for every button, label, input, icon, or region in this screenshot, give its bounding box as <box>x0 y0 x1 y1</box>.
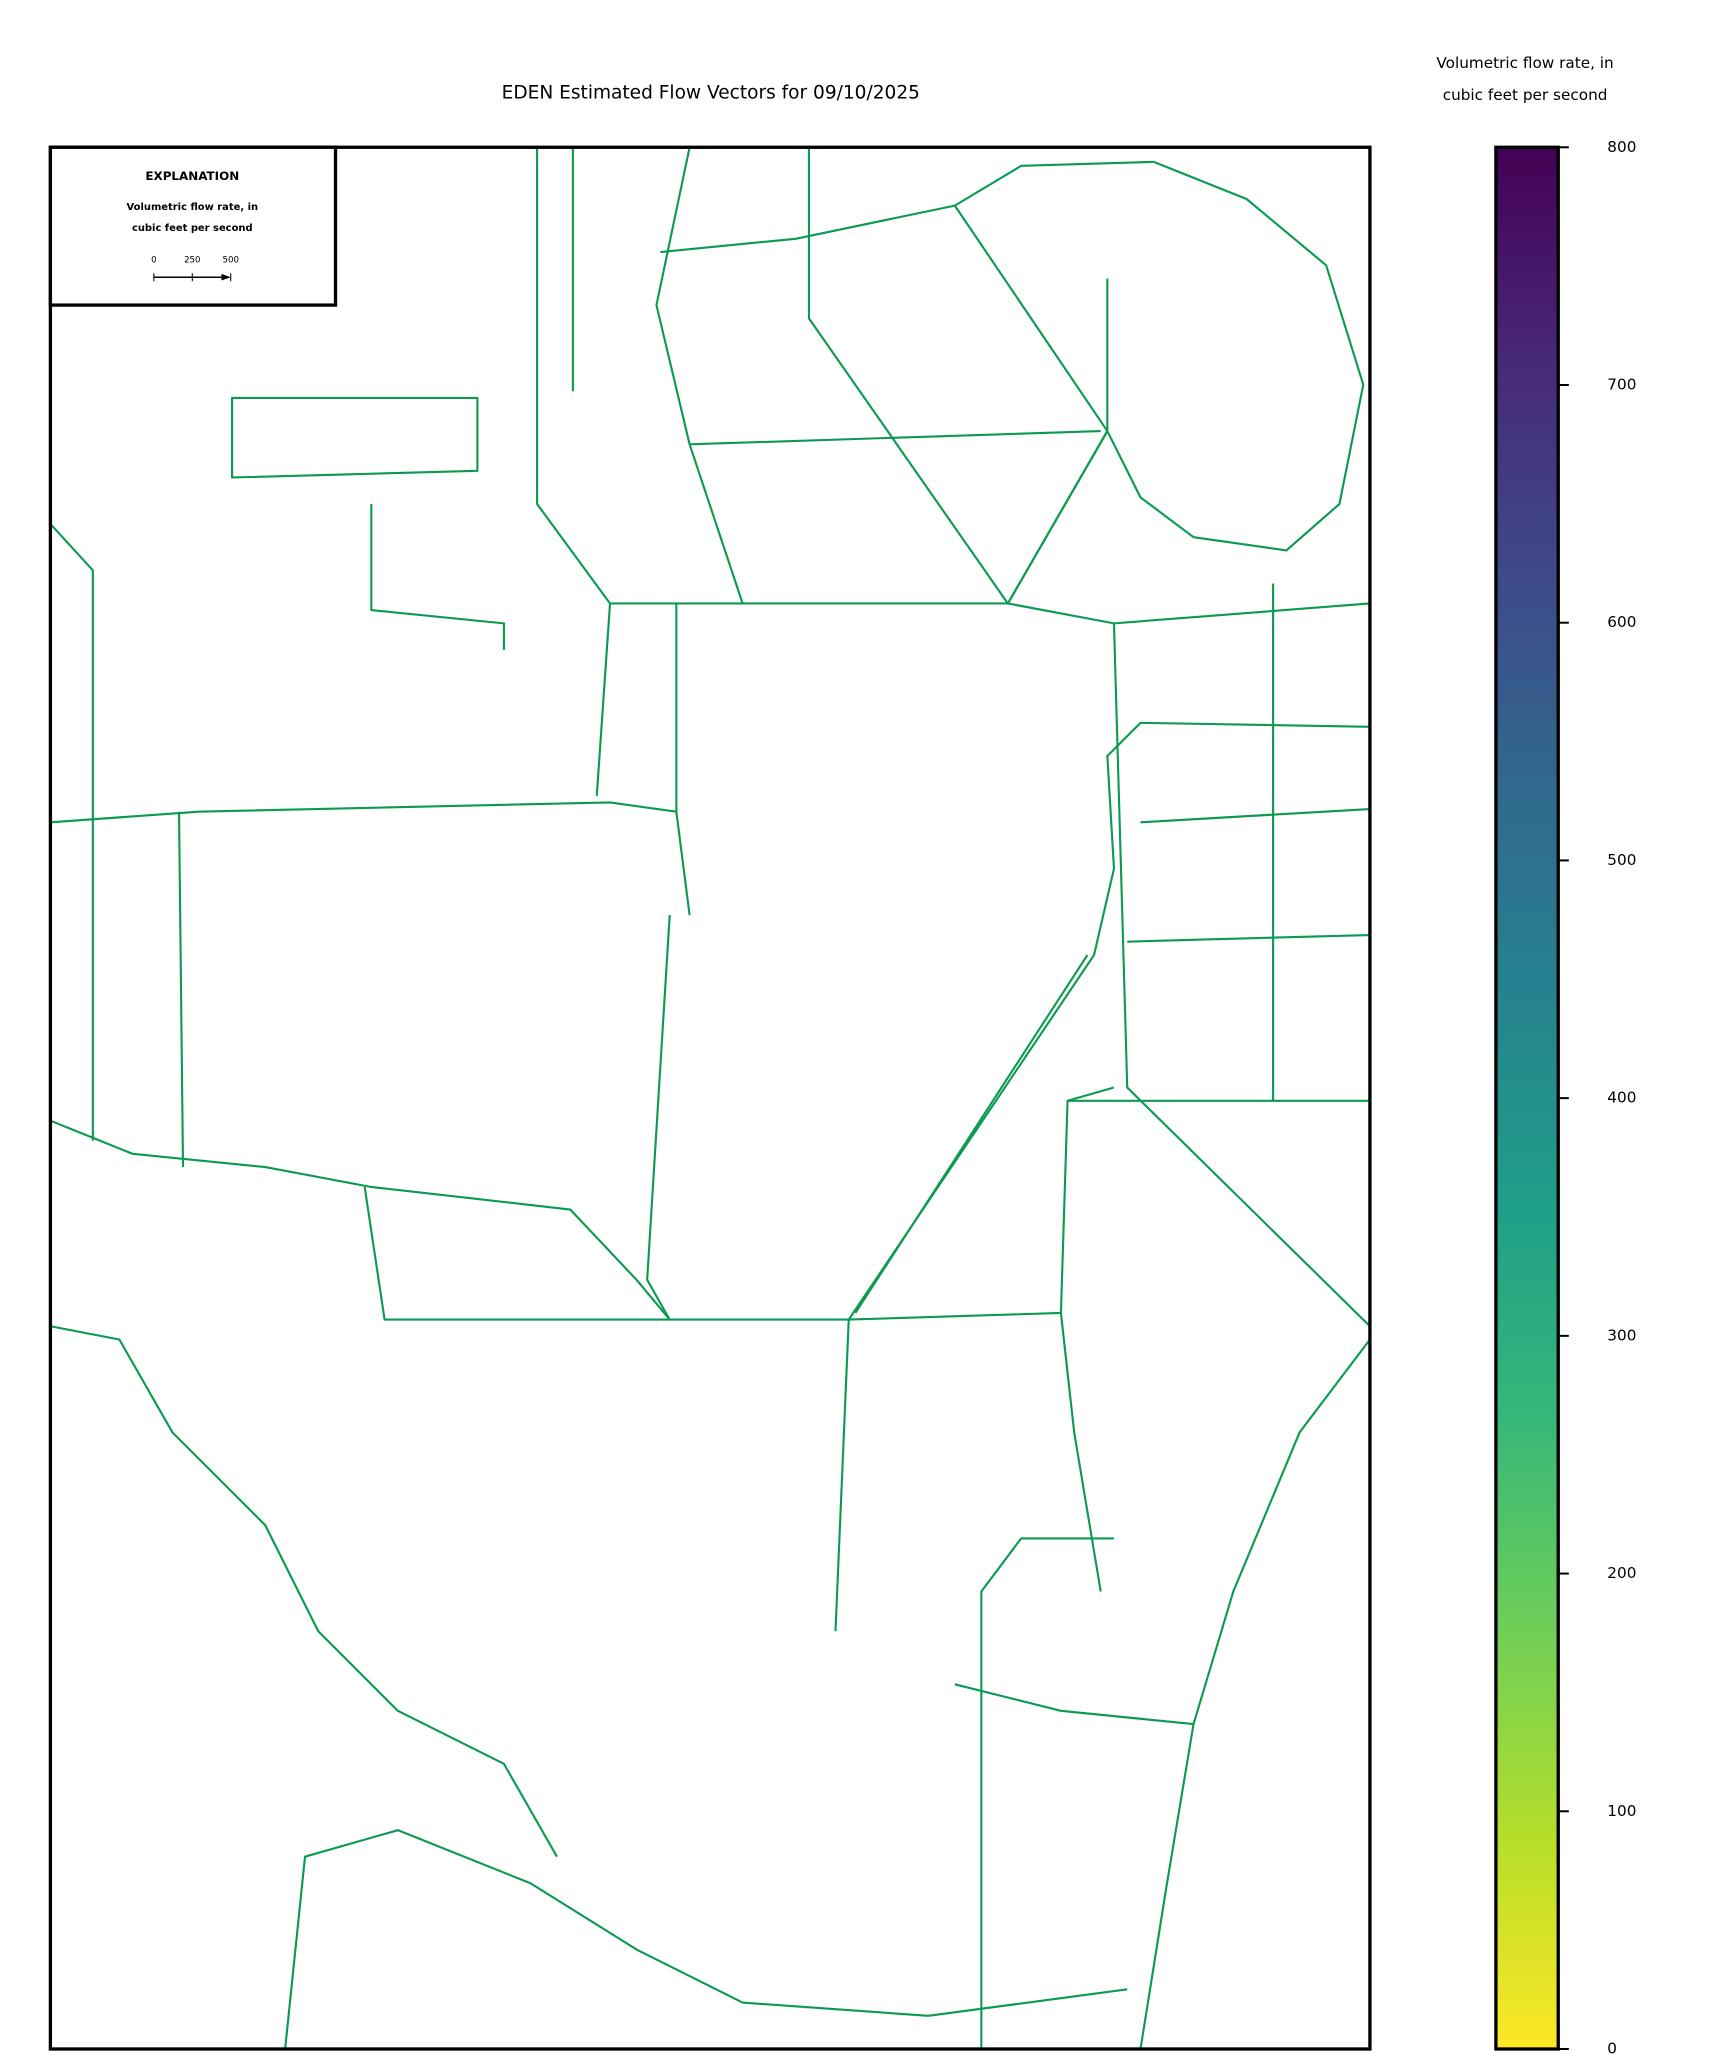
canals <box>49 147 1371 2050</box>
colorbar-tick-label: 800 <box>1607 138 1636 156</box>
map-background <box>50 147 1370 2049</box>
colorbar-tick-label: 300 <box>1607 1326 1636 1344</box>
explanation-label: cubic feet per second <box>132 223 253 234</box>
map-title: EDEN Estimated Flow Vectors for 09/10/20… <box>502 82 920 103</box>
map-area <box>49 147 1371 2050</box>
colorbar-bar <box>1494 145 1560 2051</box>
scale-tick-label: 0 <box>151 256 156 266</box>
colorbar-tick-label: 500 <box>1607 851 1636 869</box>
scale-tick-label: 250 <box>184 256 200 266</box>
colorbar-tick-label: 100 <box>1607 1802 1636 1820</box>
colorbar-tick-label: 700 <box>1607 375 1636 393</box>
map-frame <box>48 145 1372 2051</box>
colorbar-tick-label: 0 <box>1607 2039 1617 2057</box>
colorbar-label: Volumetric flow rate, in <box>1436 54 1613 72</box>
colorbar-label: cubic feet per second <box>1443 86 1608 104</box>
colorbar-tick-label: 600 <box>1607 613 1636 631</box>
colorbar: Volumetric flow rate, in cubic feet per … <box>1436 54 1636 2057</box>
explanation-title: EXPLANATION <box>145 169 239 183</box>
scale-tick-label: 500 <box>223 256 239 266</box>
explanation-box: EXPLANATION Volumetric flow rate, in cub… <box>48 145 338 307</box>
scale-arrowhead <box>221 273 231 281</box>
explanation-label: Volumetric flow rate, in <box>126 202 258 213</box>
explanation-frame <box>48 145 338 307</box>
colorbar-tick-label: 400 <box>1607 1089 1636 1107</box>
scale-arrow: 0 250 500 <box>151 256 239 282</box>
colorbar-tick-label: 200 <box>1607 1564 1636 1582</box>
